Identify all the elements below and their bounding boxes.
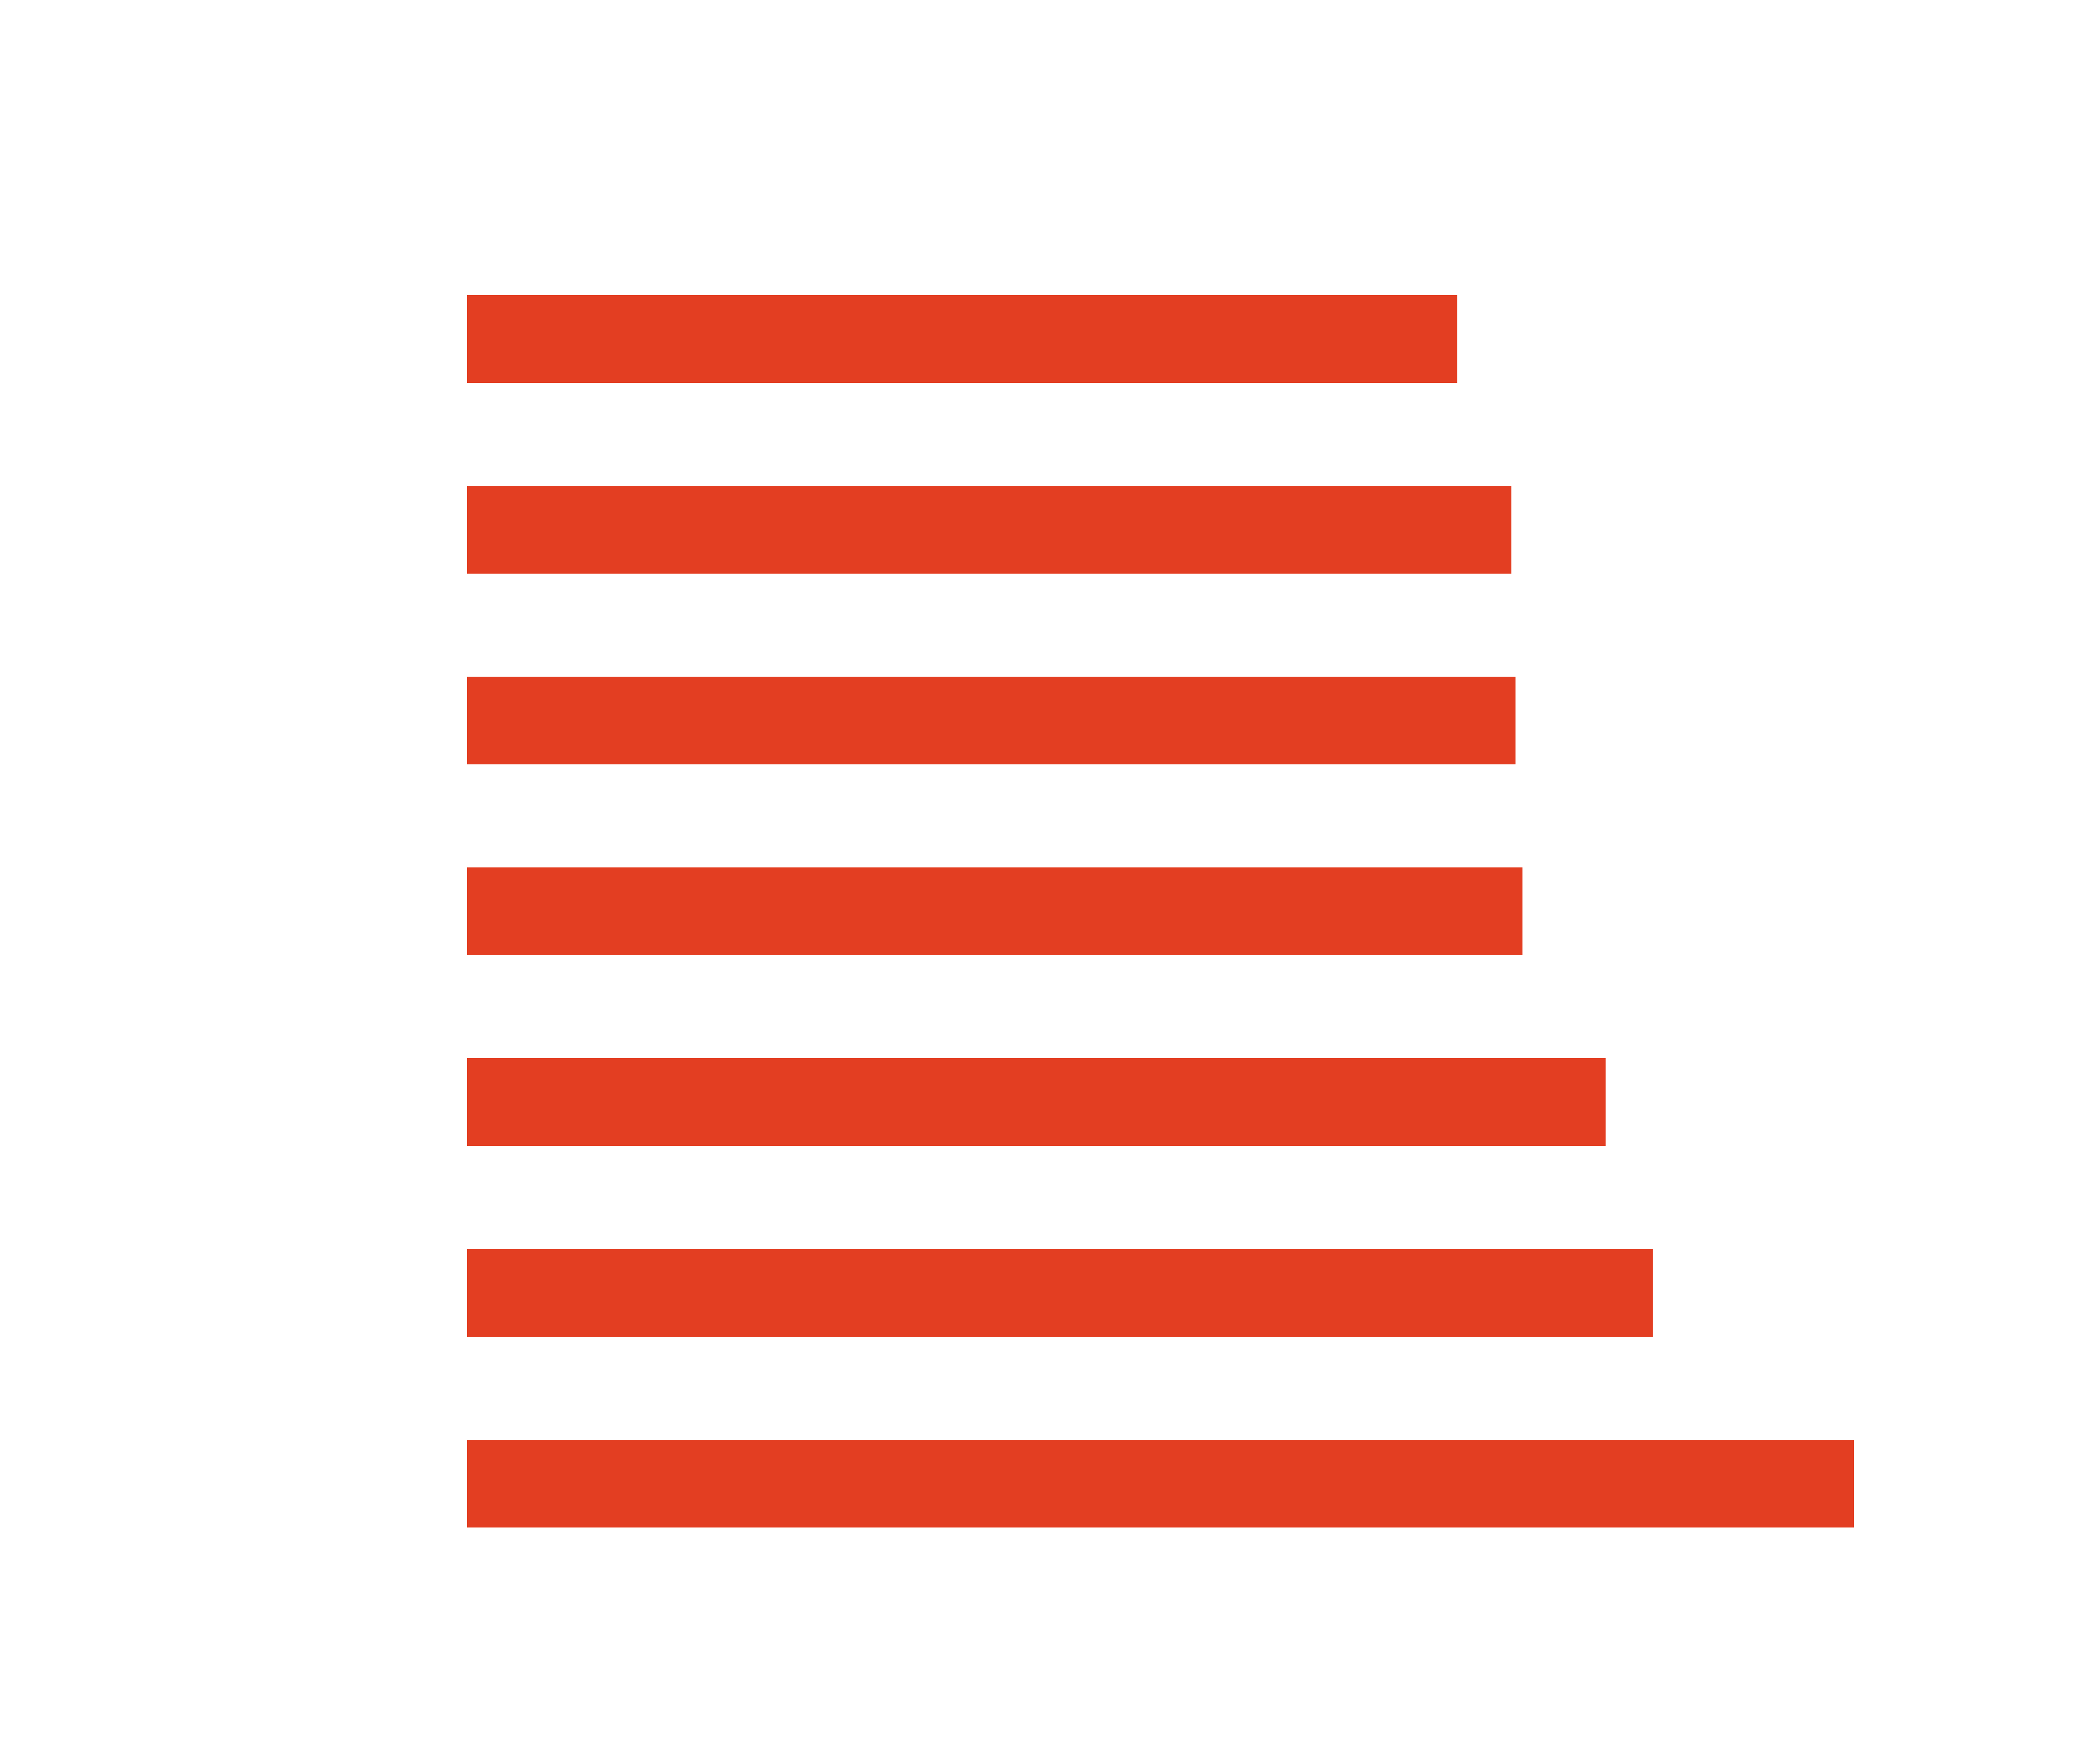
bars-group	[467, 295, 1854, 1527]
bar-7	[467, 1440, 1854, 1527]
bar-3	[467, 677, 1516, 764]
bar-4	[467, 867, 1523, 955]
bar-2	[467, 486, 1511, 574]
bar-6	[467, 1249, 1653, 1337]
bar-1	[467, 295, 1457, 383]
bar-5	[467, 1058, 1606, 1146]
